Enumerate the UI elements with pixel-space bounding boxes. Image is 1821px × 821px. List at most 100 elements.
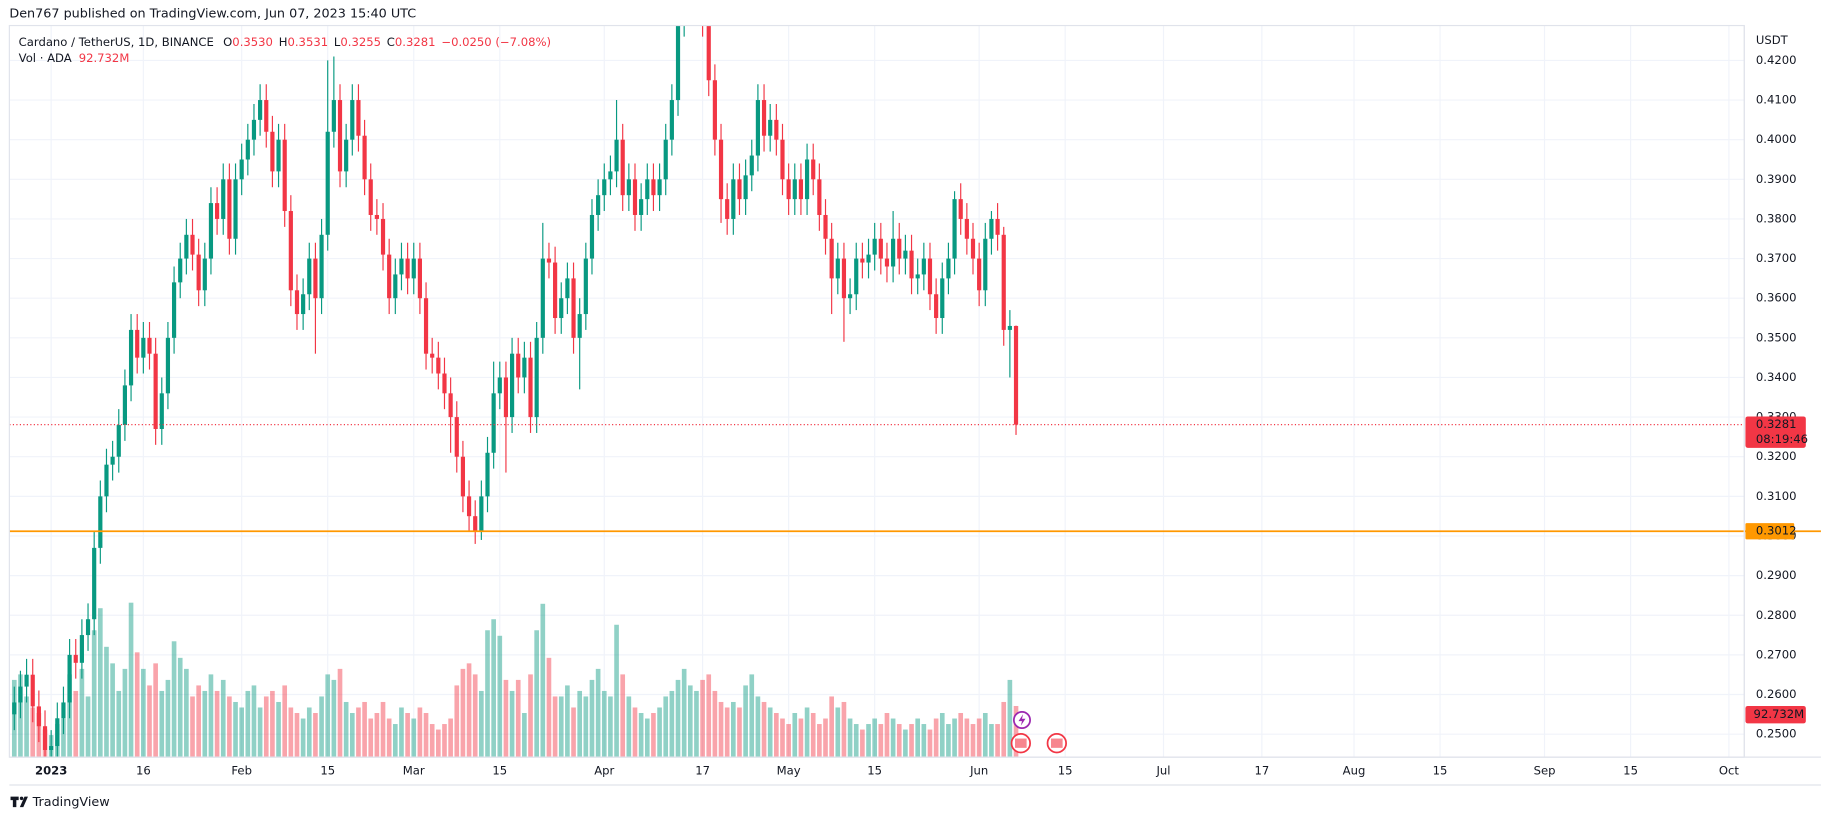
candle-body	[706, 25, 711, 81]
change: −0.0250 (−7.08%)	[441, 34, 551, 48]
symbol: Cardano / TetherUS, 1D, BINANCE	[19, 34, 214, 48]
candle-body	[294, 290, 300, 315]
volume-bar	[227, 696, 232, 758]
price-unit: USDT	[1756, 33, 1789, 47]
candle-body	[159, 393, 164, 429]
volume-bar	[128, 602, 134, 758]
candle-body	[270, 131, 275, 172]
volume-bar	[577, 690, 583, 758]
y-tick-label: 0.2800	[1756, 608, 1797, 622]
candle-body	[30, 674, 35, 707]
ohlc-value: 0.3255	[340, 34, 381, 48]
x-tick-label: Aug	[1343, 764, 1366, 778]
volume-bar	[632, 707, 638, 758]
candle-body	[774, 119, 779, 140]
candle-body	[49, 746, 54, 750]
candle-body	[73, 654, 78, 663]
y-tick-label: 0.4000	[1756, 132, 1797, 146]
candle-body	[245, 139, 250, 160]
volume-bar	[946, 724, 951, 758]
candle-body	[1007, 325, 1012, 330]
candle-body	[620, 139, 625, 196]
candle-body	[970, 238, 976, 259]
y-tick-label: 0.3800	[1756, 211, 1797, 225]
ohlc-key: O	[223, 34, 232, 48]
volume-bar	[743, 685, 748, 758]
footer-logo	[10, 796, 28, 808]
candle-body	[768, 119, 773, 136]
volume-bar	[239, 707, 244, 758]
volume-label-box	[1745, 705, 1806, 724]
candle-body	[288, 211, 293, 291]
candle-body	[804, 159, 810, 200]
volume-bar	[749, 674, 755, 758]
candle-body	[854, 258, 859, 295]
candle-body	[276, 139, 281, 172]
candle-body	[848, 294, 853, 299]
candle-body	[55, 718, 60, 747]
candle-body	[503, 377, 509, 418]
volume-bar	[399, 707, 404, 758]
volume-bar	[589, 679, 595, 758]
candle-body	[645, 179, 650, 200]
last-price-label: 0.3281	[1756, 417, 1797, 431]
candle-body	[497, 377, 502, 394]
y-tick-label: 0.2500	[1756, 727, 1797, 741]
volume-bar	[522, 713, 527, 758]
candle-body	[897, 238, 902, 259]
candle-body	[1001, 234, 1006, 330]
candle-body	[331, 100, 336, 132]
y-tick-label: 0.2900	[1756, 568, 1797, 582]
volume-bar	[798, 718, 804, 758]
volume-bar	[774, 713, 779, 758]
y-tick-label: 0.4100	[1756, 93, 1797, 107]
candle-body	[860, 258, 865, 263]
volume-bar	[546, 657, 552, 758]
candle-body	[227, 179, 232, 239]
candle-body	[368, 179, 373, 215]
candle-body	[282, 139, 287, 212]
volume-bar	[755, 696, 761, 758]
volume-bar	[349, 713, 355, 758]
candle-body	[958, 199, 963, 219]
candle-body	[995, 218, 1000, 235]
volume-bar	[331, 679, 337, 758]
volume-bar	[479, 690, 484, 758]
event-icons[interactable]	[1010, 710, 1067, 754]
y-tick-label: 0.3200	[1756, 449, 1797, 463]
volume-legend: Vol · ADA 92.732M	[19, 51, 130, 65]
candle-body	[251, 119, 257, 140]
grid: 0.25000.26000.27000.28000.29000.30000.31…	[9, 25, 1797, 778]
candle-body	[104, 464, 109, 497]
volume-bar	[718, 701, 724, 758]
candle-body	[42, 726, 48, 750]
candle-body	[835, 258, 840, 279]
candle-body	[485, 452, 490, 497]
x-tick-label: 15	[1058, 764, 1073, 778]
candle-body	[909, 250, 914, 279]
volume-bar	[184, 668, 189, 758]
candle-body	[399, 258, 404, 275]
candle-body	[589, 214, 595, 259]
volume-bar	[429, 724, 435, 758]
x-tick-label: 17	[1254, 764, 1269, 778]
candle-body	[79, 635, 84, 663]
candle-body	[141, 337, 146, 358]
candle-body	[534, 337, 539, 418]
candle-body	[952, 199, 957, 259]
candle-body	[479, 496, 484, 533]
volume-bar	[927, 729, 933, 758]
volume-bar	[491, 619, 496, 758]
volume-bar	[970, 724, 976, 758]
candle-body	[749, 155, 754, 176]
volume-bar	[841, 701, 847, 758]
volume-bar	[147, 685, 152, 758]
candle-body	[977, 258, 982, 291]
candle-body	[171, 282, 177, 338]
volume-bar	[706, 674, 712, 758]
volume-bar	[534, 630, 539, 758]
candle-body	[583, 258, 588, 315]
volume-bar	[24, 696, 29, 758]
volume-bar	[700, 679, 705, 758]
